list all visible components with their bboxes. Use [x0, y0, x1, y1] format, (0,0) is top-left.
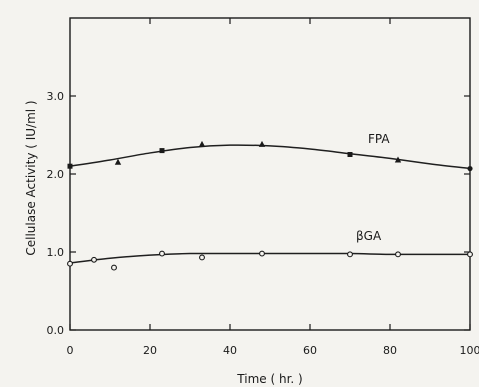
x-axis-title: Time ( hr. ) — [236, 372, 302, 386]
data-point-fpa — [159, 148, 165, 154]
x-tick-label: 100 — [460, 344, 479, 357]
x-axis-ticks: 0 20 40 60 80 100 — [67, 18, 479, 357]
data-point-bga — [159, 250, 165, 257]
data-point-bga — [91, 256, 97, 263]
x-tick-label: 80 — [383, 344, 397, 357]
data-point-fpa — [394, 156, 402, 163]
series-line-bga — [69, 252, 470, 264]
y-axis-title: Cellulase Activity ( IU/ml ) — [24, 100, 38, 255]
plot-border — [69, 17, 471, 331]
plot-frame — [69, 17, 471, 331]
y-axis-ticks: 0.0 1.0 2.0 3.0 — [47, 90, 470, 337]
data-point-bga — [111, 264, 117, 271]
series-curves — [69, 144, 471, 264]
x-tick-label: 20 — [143, 344, 157, 357]
series-label-fpa: FPA — [368, 132, 390, 146]
x-tick-label: 0 — [67, 344, 74, 357]
y-tick-label: 1.0 — [47, 246, 65, 259]
y-tick-label: 3.0 — [47, 90, 65, 103]
y-tick-label: 2.0 — [47, 168, 65, 181]
data-point-fpa — [258, 140, 266, 147]
data-point-fpa — [67, 163, 73, 169]
data-point-fpa — [467, 165, 473, 172]
data-point-bga — [395, 251, 401, 258]
data-point-bga — [347, 251, 353, 258]
series-label-bga: βGA — [356, 229, 382, 243]
data-point-bga — [467, 251, 473, 258]
data-point-fpa — [114, 158, 122, 165]
x-tick-label: 60 — [303, 344, 317, 357]
data-point-bga — [67, 260, 73, 267]
series-line-fpa — [69, 144, 471, 170]
y-tick-label: 0.0 — [47, 324, 65, 337]
series-markers — [67, 140, 473, 271]
data-point-fpa — [347, 152, 353, 157]
x-tick-label: 40 — [223, 344, 237, 357]
data-point-fpa — [198, 140, 206, 147]
data-point-bga — [199, 254, 205, 261]
data-point-bga — [259, 250, 265, 257]
